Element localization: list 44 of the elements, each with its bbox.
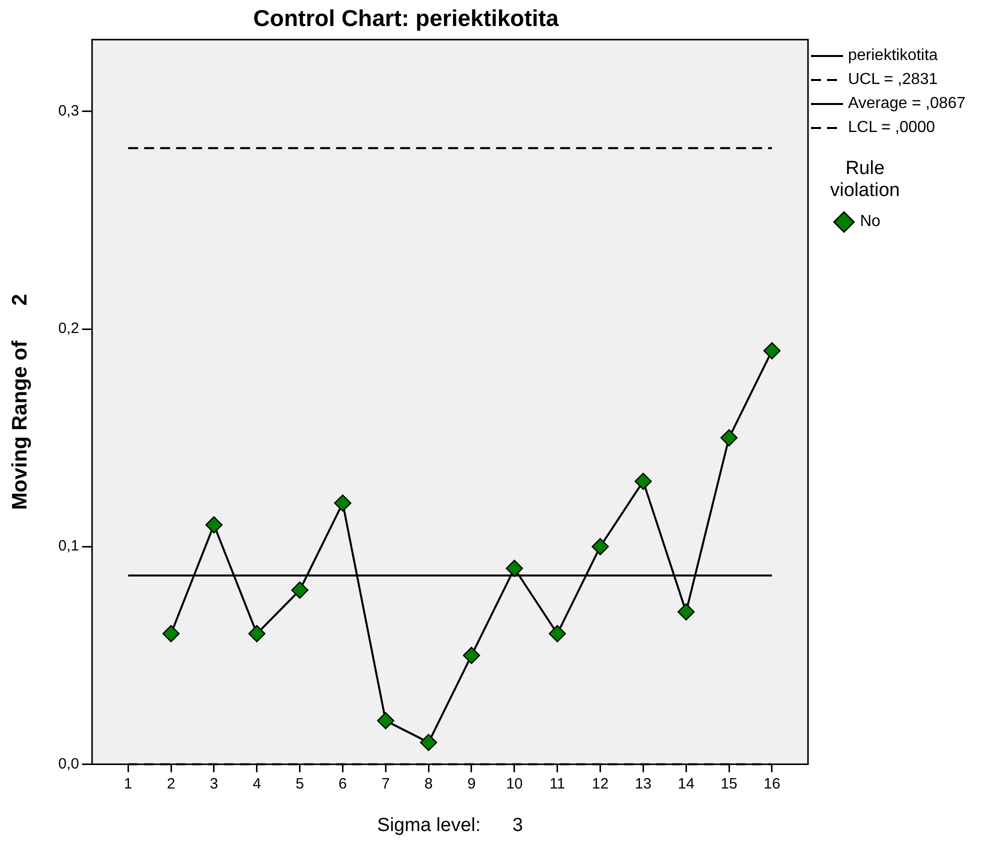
y-axis-title: Moving Range of 2 bbox=[8, 294, 32, 510]
legend-label: LCL = ,0000 bbox=[848, 119, 936, 137]
x-tick-label: 3 bbox=[210, 775, 218, 792]
point bbox=[291, 582, 308, 599]
legend-label: Average = ,0867 bbox=[848, 95, 966, 113]
x-tick-label: 11 bbox=[550, 775, 566, 792]
point bbox=[420, 734, 438, 752]
y-tick-label: 0,0 bbox=[58, 755, 80, 772]
point bbox=[506, 560, 524, 577]
point bbox=[678, 603, 695, 620]
legend-label: UCL = ,2831 bbox=[848, 71, 938, 89]
point bbox=[592, 538, 609, 556]
legend-label: No bbox=[860, 213, 880, 231]
point bbox=[634, 472, 652, 490]
point bbox=[462, 646, 480, 664]
x-tick-label: 1 bbox=[124, 775, 132, 792]
x-tick-label: 8 bbox=[424, 775, 433, 792]
x-tick-label: 10 bbox=[506, 775, 523, 792]
y-tick-label: 0,2 bbox=[58, 320, 80, 338]
x-tick-label: 13 bbox=[634, 775, 652, 792]
point bbox=[248, 625, 266, 642]
y-tick-label: 0,3 bbox=[58, 102, 80, 120]
x-tick-label: 4 bbox=[252, 775, 262, 792]
point bbox=[720, 429, 738, 446]
x-tick-label: 12 bbox=[592, 775, 609, 792]
x-tick-label: 7 bbox=[381, 775, 390, 792]
x-tick-label: 2 bbox=[166, 775, 176, 792]
chart-title: Control Chart: periektikotita bbox=[253, 5, 559, 32]
x-tick-label: 6 bbox=[338, 775, 347, 792]
x-tick-label: 5 bbox=[296, 775, 304, 792]
point bbox=[162, 625, 180, 642]
point bbox=[377, 712, 394, 730]
y-tick-label: 0,1 bbox=[58, 538, 80, 555]
x-tick-label: 9 bbox=[467, 775, 476, 792]
legend-title: Rule violation bbox=[829, 158, 901, 202]
point bbox=[548, 625, 566, 642]
x-axis-title: Sigma level: 3 bbox=[377, 814, 523, 836]
x-tick-label: 14 bbox=[678, 775, 694, 792]
legend-label: periektikotita bbox=[848, 47, 938, 65]
x-tick-label: 16 bbox=[764, 775, 780, 792]
point bbox=[334, 494, 352, 512]
point bbox=[205, 516, 223, 534]
point bbox=[763, 342, 781, 360]
x-tick-label: 15 bbox=[720, 775, 738, 792]
